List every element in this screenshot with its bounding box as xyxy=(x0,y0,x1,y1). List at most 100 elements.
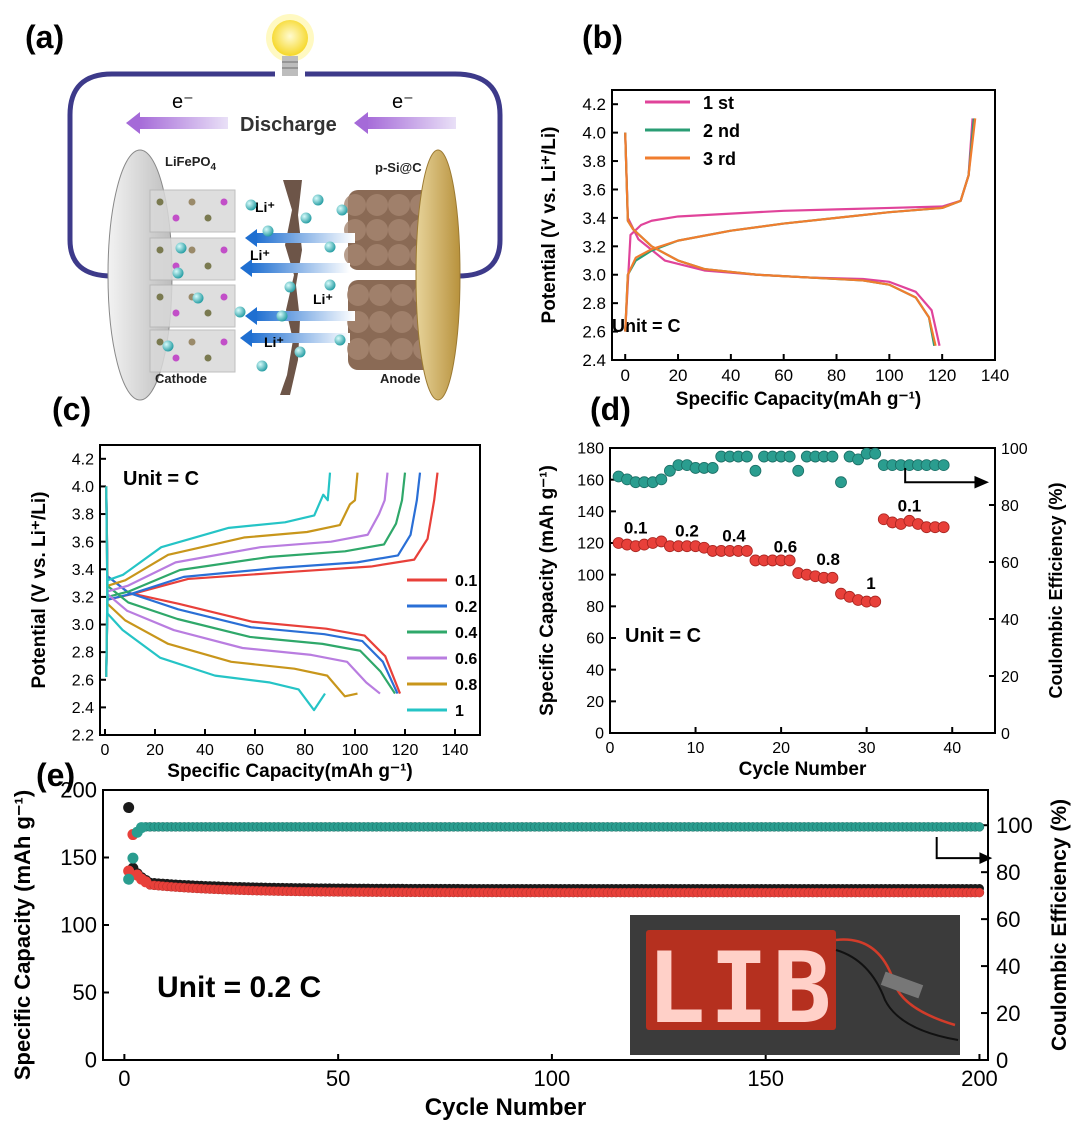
ion-arrow-head xyxy=(240,259,252,277)
li-ion xyxy=(324,279,336,291)
cathode-layer xyxy=(149,237,236,281)
legend-entry: 0.2 xyxy=(455,599,477,616)
legend-entry: 1 st xyxy=(703,93,734,113)
li-ion xyxy=(192,292,204,304)
x-tick-label: 10 xyxy=(687,740,705,757)
li-ions xyxy=(162,194,348,372)
x-tick-label: 40 xyxy=(943,740,961,757)
cathode-particle xyxy=(156,338,164,346)
ion-arrow xyxy=(255,311,355,321)
efficiency-point xyxy=(937,459,950,472)
y2-axis-title: Coulombic Efficiency (%) xyxy=(1046,482,1066,698)
x-axis-title: Specific Capacity(mAh g⁻¹) xyxy=(676,389,921,410)
plot-frame xyxy=(611,89,996,361)
capacity-point xyxy=(826,571,839,584)
cathode-particle xyxy=(204,354,212,362)
li-ion xyxy=(262,225,274,237)
ion-label-4: Li⁺ xyxy=(264,334,284,350)
x-tick-label: 60 xyxy=(246,742,264,759)
x-tick-label: 0 xyxy=(620,366,629,385)
anode-bump xyxy=(347,284,369,306)
ion-arrow xyxy=(250,333,350,343)
legend-entry: 1 xyxy=(455,703,464,720)
x-axis-title: Cycle Number xyxy=(425,1094,586,1121)
capacity-point xyxy=(869,595,882,608)
li-ion xyxy=(334,334,346,346)
capacity-point xyxy=(783,554,796,567)
y-tick-label: 3.0 xyxy=(72,617,94,634)
anode-bump xyxy=(369,311,391,333)
x-tick-label: 0 xyxy=(118,1066,130,1091)
axis-arrow xyxy=(935,836,984,860)
x-tick-label: 200 xyxy=(961,1066,998,1091)
series-0.8-charge xyxy=(105,472,359,678)
anode-disc xyxy=(415,149,461,401)
x-tick-label: 100 xyxy=(534,1066,571,1091)
y-tick-label: 100 xyxy=(577,567,604,584)
axis-arrow-head xyxy=(979,852,993,864)
ion-label-1: Li⁺ xyxy=(255,199,275,215)
legend-entry: 0.6 xyxy=(455,651,477,668)
series-1st-charge xyxy=(624,118,974,332)
y-tick-label: 2.8 xyxy=(72,645,94,662)
series-0.6-charge xyxy=(105,472,389,678)
capacity-point xyxy=(937,521,950,534)
efficiency-point xyxy=(974,822,985,832)
cathode-particle xyxy=(220,246,228,254)
series-1st-discharge xyxy=(624,132,941,347)
anode-bump xyxy=(391,338,413,360)
legend-entry: 2 nd xyxy=(703,121,740,141)
electron-arrow-right xyxy=(366,117,456,129)
efficiency-point xyxy=(655,473,668,486)
series-0.8-discharge xyxy=(105,486,358,698)
x-tick-label: 50 xyxy=(326,1066,350,1091)
x-tick-label: 150 xyxy=(747,1066,784,1091)
axis-arrow xyxy=(904,467,983,484)
y-tick-label: 60 xyxy=(586,631,604,648)
li-ion xyxy=(336,204,348,216)
electron-arrow-left xyxy=(138,117,228,129)
li-ion xyxy=(172,267,184,279)
anode-bump xyxy=(391,311,413,333)
unit-label-d: Unit = C xyxy=(625,625,701,647)
cathode-particle xyxy=(220,293,228,301)
efficiency-point xyxy=(135,822,147,834)
cathode-material: LiFePO4 xyxy=(165,154,217,173)
cathode-layers xyxy=(149,189,236,373)
x-tick-label: 140 xyxy=(981,366,1009,385)
cathode-particle xyxy=(156,198,164,206)
x-tick-label: 60 xyxy=(774,366,793,385)
x-tick-label: 120 xyxy=(928,366,956,385)
y-axis-title: Potential (V vs. Li⁺/Li) xyxy=(539,127,560,324)
y2-tick-label: 40 xyxy=(996,954,1020,979)
x-tick-label: 100 xyxy=(342,742,369,759)
legend-entry: 3 rd xyxy=(703,149,736,169)
led-photo: LIB xyxy=(630,915,960,1055)
y-tick-label: 120 xyxy=(577,536,604,553)
li-ion xyxy=(284,281,296,293)
light-bulb-icon xyxy=(266,14,314,76)
li-ion xyxy=(294,346,306,358)
cathode-layer xyxy=(149,189,236,233)
y2-tick-label: 20 xyxy=(1001,669,1019,686)
plot-frame xyxy=(609,447,996,734)
anode-bump xyxy=(391,284,413,306)
legend-entry: 0.4 xyxy=(455,625,477,642)
y-tick-label: 2.4 xyxy=(72,700,94,717)
y-axis-title: Potential (V vs. Li⁺/Li) xyxy=(29,492,50,689)
charge-point xyxy=(123,802,135,814)
li-ion xyxy=(162,340,174,352)
cathode-layer xyxy=(149,284,236,328)
rate-label: 0.1 xyxy=(898,496,922,515)
x-axis-title: Specific Capacity(mAh g⁻¹) xyxy=(167,761,412,782)
ion-arrow-head xyxy=(240,329,252,347)
y-tick-label: 3.2 xyxy=(582,237,606,256)
cathode-particle xyxy=(204,262,212,270)
y-tick-label: 150 xyxy=(60,845,97,870)
ion-arrows xyxy=(240,229,355,347)
series-2nd-discharge xyxy=(624,132,936,346)
y2-tick-label: 60 xyxy=(1001,555,1019,572)
y-tick-label: 100 xyxy=(60,913,97,938)
anode-bump xyxy=(369,284,391,306)
rate-label: 0.1 xyxy=(624,519,648,538)
